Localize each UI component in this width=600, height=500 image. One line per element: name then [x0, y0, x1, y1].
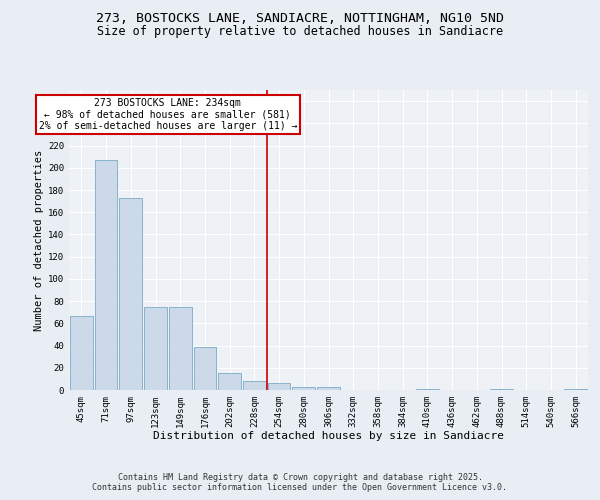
- Bar: [95, 160, 118, 390]
- Bar: [194, 346, 216, 390]
- Bar: [119, 198, 142, 390]
- Bar: [268, 384, 290, 390]
- Bar: [564, 389, 587, 390]
- Bar: [169, 306, 191, 390]
- Text: 273 BOSTOCKS LANE: 234sqm
← 98% of detached houses are smaller (581)
2% of semi-: 273 BOSTOCKS LANE: 234sqm ← 98% of detac…: [38, 98, 297, 131]
- Bar: [218, 374, 241, 390]
- Bar: [317, 386, 340, 390]
- Bar: [416, 389, 439, 390]
- Y-axis label: Number of detached properties: Number of detached properties: [34, 150, 44, 330]
- Text: Size of property relative to detached houses in Sandiacre: Size of property relative to detached ho…: [97, 25, 503, 38]
- Bar: [490, 389, 513, 390]
- Bar: [144, 306, 167, 390]
- Text: Contains HM Land Registry data © Crown copyright and database right 2025.
Contai: Contains HM Land Registry data © Crown c…: [92, 473, 508, 492]
- Bar: [292, 386, 315, 390]
- Bar: [243, 381, 266, 390]
- Bar: [70, 316, 93, 390]
- X-axis label: Distribution of detached houses by size in Sandiacre: Distribution of detached houses by size …: [153, 432, 504, 442]
- Text: 273, BOSTOCKS LANE, SANDIACRE, NOTTINGHAM, NG10 5ND: 273, BOSTOCKS LANE, SANDIACRE, NOTTINGHA…: [96, 12, 504, 26]
